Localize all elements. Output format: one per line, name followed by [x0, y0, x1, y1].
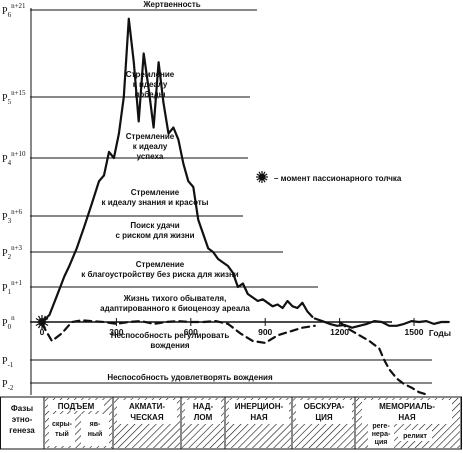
level-text-P5-0: Стремление — [126, 70, 175, 79]
legend: – момент пассионарного толчка — [35, 171, 402, 329]
x-tick-label-600: 600 — [184, 327, 198, 337]
level-text-P3-1: к идеалу знания и красоты — [101, 198, 208, 207]
phase-0-sub-0-bg — [49, 414, 75, 446]
phase-3-label-bg — [229, 400, 289, 424]
phase-0-sub-1-bg — [81, 414, 109, 446]
level-text-P3-0: Стремление — [131, 188, 180, 197]
level-label-P0: P0n — [2, 314, 15, 331]
phase-0-label-bg — [48, 400, 104, 411]
phase-2-line-1: ЛОМ — [194, 413, 213, 422]
phase-3-line-1: НАЯ — [250, 413, 268, 422]
level-text-P2-0: Поиск удачи — [130, 221, 179, 230]
x-tick-label-300: 300 — [109, 327, 123, 337]
legend-passionary-push-icon — [256, 171, 268, 183]
phase-5-sub-0-line-0: реге- — [372, 423, 390, 430]
level-text-P5-2: победы — [134, 90, 165, 99]
level-text-P4-1: к идеалу — [133, 142, 168, 151]
phase-cell-bg-0 — [1, 398, 43, 448]
phase-0-sub-1-line-0: яв- — [90, 421, 101, 428]
phase-header-line-0: Фазы — [11, 404, 33, 413]
level-label-P3: P3n+6 — [2, 208, 23, 225]
phase-5-sub-0-bg — [368, 420, 394, 448]
phase-header-line-1: этно- — [12, 415, 33, 424]
level-text-P-1-1: вождения — [150, 341, 190, 350]
level-labels: P6n+21 P5n+15 P4n+10 P3n+6 P2n+3 P1n+1 P0n P-1 P… — [2, 2, 26, 392]
phase-2-line-0: НАД- — [193, 402, 214, 411]
level-label-P2: P2n+3 — [2, 244, 23, 261]
level-text-P0-0: Жизнь тихого обывателя, — [123, 294, 227, 303]
level-lines — [30, 8, 432, 395]
phase-4-line-1: ЦИЯ — [315, 413, 333, 422]
phase-5-sub-1-bg — [398, 430, 432, 441]
curve-1 — [40, 319, 316, 344]
x-tick-label-1200: 1200 — [330, 327, 349, 337]
x-tick-label-0: 0 — [40, 327, 45, 337]
level-label-P5: P5n+15 — [2, 89, 26, 106]
phase-table: Фазы этно-генеза ПОДЪЕМ скры-тый яв-ный АКМАТ… — [0, 396, 462, 450]
level-label-P-1: P-1 — [2, 356, 14, 369]
phase-0-sub-0-line-0: скры- — [52, 421, 73, 428]
level-text-P5-1: к идеалу — [133, 80, 168, 89]
phase-5-sub-1: реликт — [403, 433, 427, 440]
phase-1-label-bg — [117, 400, 177, 424]
phase-1-line-0: АКМАТИ- — [129, 402, 165, 411]
level-label-P4: P4n+10 — [2, 150, 26, 167]
phase-5-sub-0-line-2: ция — [375, 439, 388, 446]
level-text-P2-1: с риском для жизни — [115, 231, 194, 240]
level-text-P1-0: Стремление — [136, 260, 185, 269]
level-label-P1: P1n+1 — [2, 279, 23, 296]
level-text-P1-1: к благоустройству без риска для жизни — [81, 270, 239, 279]
level-text-P4-2: успеха — [137, 152, 164, 161]
level-text-P-2-0: Неспособность удовлетворять вождения — [107, 373, 273, 382]
curve-3 — [338, 320, 428, 396]
level-text-P4-0: Стремление — [126, 132, 175, 141]
phase-4-line-0: ОБСКУРА- — [304, 402, 345, 411]
phase-3-line-0: ИНЕРЦИОН- — [235, 402, 284, 411]
phase-5-line-1: НАЯ — [398, 413, 416, 422]
phase-5-line-0: МЕМОРИАЛЬ- — [379, 402, 435, 411]
curve-0 — [40, 17, 314, 324]
x-tick-label-900: 900 — [258, 327, 272, 337]
phase-2-label-bg — [185, 400, 221, 424]
phase-header-line-2: генеза — [9, 426, 35, 435]
level-text-P0-1: адаптированного к биоценозу ареала — [100, 304, 250, 313]
phase-5-sub-0-line-1: нера- — [372, 431, 391, 438]
legend-text: – момент пассионарного толчка — [274, 174, 402, 183]
curves — [40, 17, 450, 396]
level-text-P6-0: Жертвенность — [142, 0, 200, 9]
x-tick-label-1500: 1500 — [405, 327, 424, 337]
curve-2 — [313, 317, 450, 329]
level-text-P-1-0: Неспособность регулировать — [111, 331, 230, 340]
phase-0-label: ПОДЪЕМ — [58, 402, 95, 411]
passionary-push-icon — [35, 315, 49, 329]
phase-0-sub-1-line-1: ный — [88, 430, 103, 438]
phase-0-sub-0-line-1: тый — [55, 430, 69, 438]
level-label-P6: P6n+21 — [2, 2, 26, 19]
x-axis-label: Годы — [429, 328, 451, 338]
phase-4-label-bg — [296, 400, 352, 424]
level-label-P-2: P-2 — [2, 379, 14, 392]
phase-1-line-1: ЧЕСКАЯ — [130, 413, 163, 422]
